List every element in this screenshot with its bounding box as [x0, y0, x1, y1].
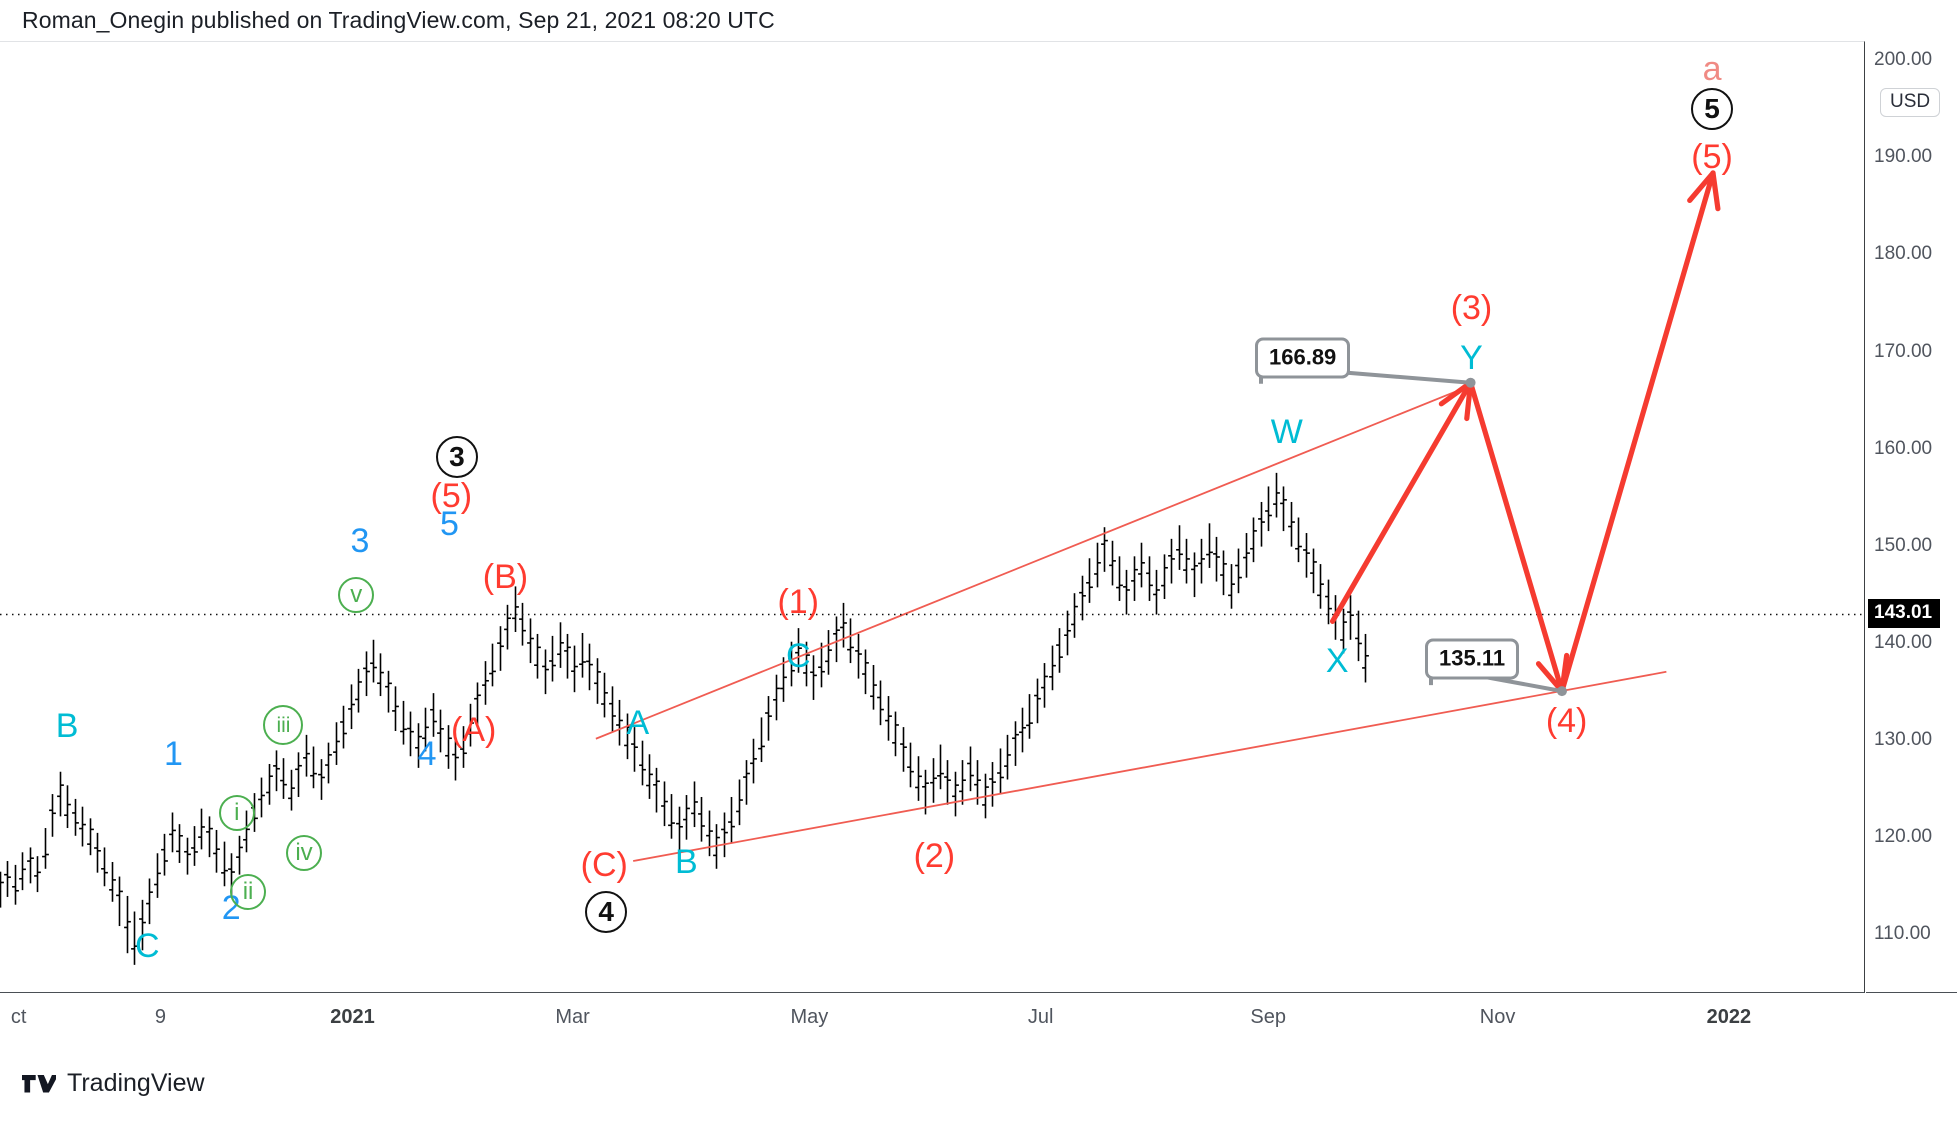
time-tick-2021: 2021: [330, 1006, 375, 1028]
tradingview-logo-icon: [22, 1072, 56, 1096]
publication-attribution: Roman_Onegin published on TradingView.co…: [22, 7, 775, 33]
projection-arrows[interactable]: [1329, 170, 1721, 694]
ohlc-bars: [0, 472, 1369, 965]
callout-leader-lines: [1259, 363, 1567, 697]
time-scale[interactable]: ct 9 2021 Mar May Jul Sep Nov 2022: [0, 994, 1865, 1046]
last-price-tag: 143.01: [1868, 599, 1941, 629]
tradingview-brand-label: TradingView: [67, 1069, 205, 1097]
price-tick-110.00: 110.00: [1874, 922, 1931, 944]
price-tick-140.00: 140.00: [1874, 631, 1933, 653]
price-tick-150.00: 150.00: [1874, 534, 1933, 556]
time-tick-Jul: Jul: [1027, 1006, 1054, 1028]
price-tick-200.00: 200.00: [1874, 49, 1933, 71]
trendlines[interactable]: [595, 384, 1667, 862]
time-tick-Nov: Nov: [1479, 1006, 1516, 1028]
projected-wave-3-price: 166.89: [1255, 337, 1351, 379]
time-tick-Mar: Mar: [555, 1006, 590, 1028]
chart-plot-area[interactable]: B 1 2 C 3 4 5 i ii iii iv v 3 (5) (A) (B) (C) 4 A B C (1) (2) W…: [0, 41, 1865, 993]
projected-wave-4-price: 135.11: [1425, 638, 1520, 680]
price-tick-120.00: 120.00: [1874, 825, 1933, 847]
price-tick-160.00: 160.00: [1874, 437, 1933, 459]
time-tick-May: May: [790, 1006, 829, 1028]
currency-badge: USD: [1880, 88, 1941, 117]
price-tick-170.00: 170.00: [1874, 340, 1933, 362]
time-tick-2022: 2022: [1706, 1006, 1752, 1028]
time-tick-ct: ct: [10, 1006, 27, 1028]
chart-header: Roman_Onegin published on TradingView.co…: [0, 0, 1957, 41]
time-tick-Sep: Sep: [1250, 1006, 1286, 1028]
chart-canvas: [0, 170, 1864, 965]
price-tick-180.00: 180.00: [1874, 243, 1933, 265]
time-tick-9: 9: [154, 1006, 166, 1028]
price-tick-130.00: 130.00: [1874, 728, 1933, 750]
price-tick-190.00: 190.00: [1874, 146, 1933, 168]
chart-footer: TradingView: [0, 1046, 1957, 1121]
price-scale[interactable]: USD 200.00 190.00 180.00 170.00 160.00 150.00…: [1866, 41, 1957, 993]
